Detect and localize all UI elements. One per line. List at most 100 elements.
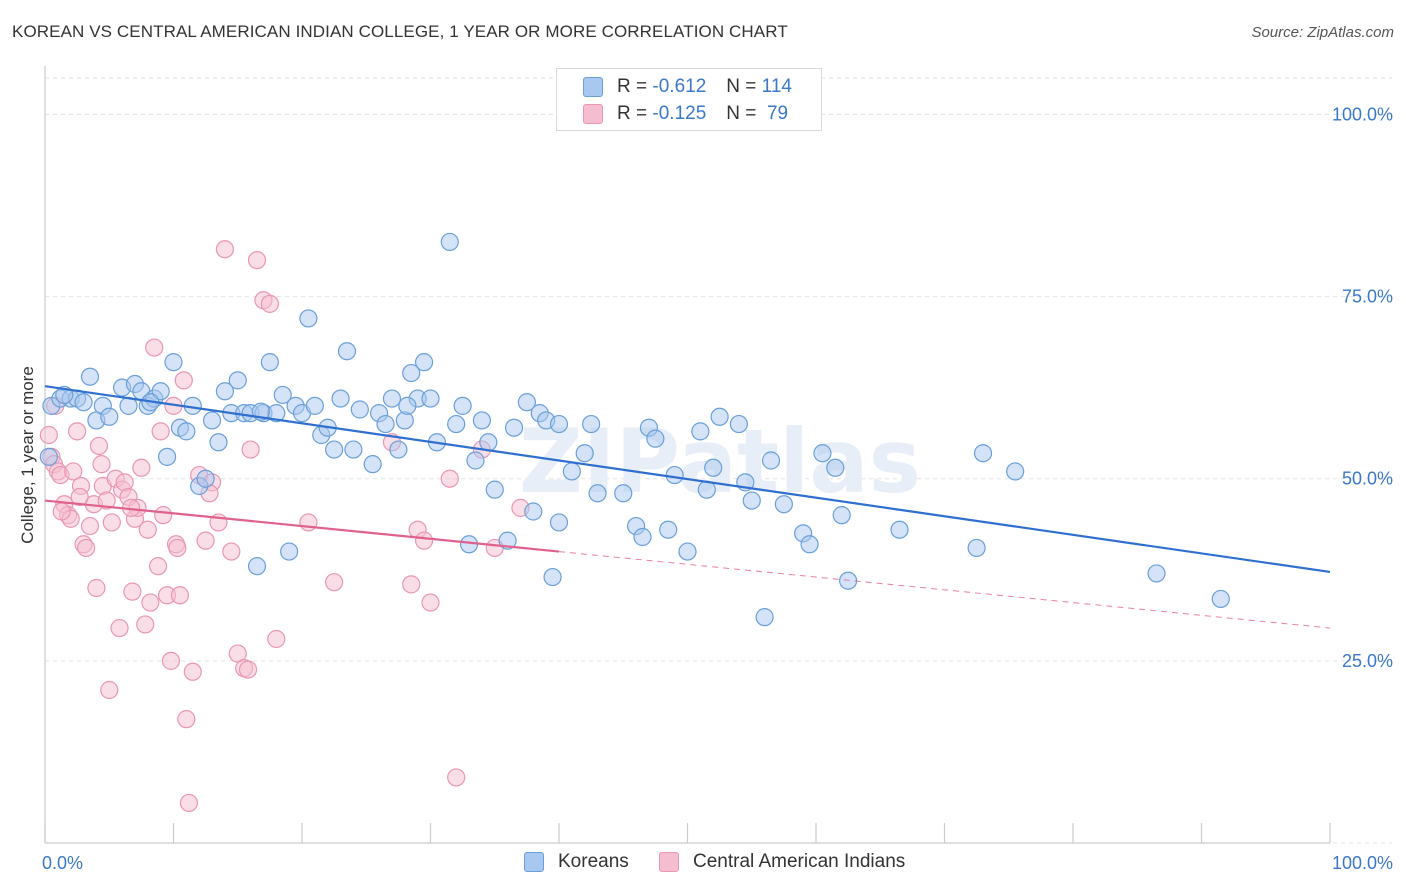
koreans-points	[39, 232, 1230, 627]
central-point	[102, 513, 121, 532]
central-point	[77, 538, 96, 558]
central-trend-extension	[558, 551, 1331, 629]
series-legend: Koreans Central American Indians	[0, 851, 1406, 877]
korean-point	[1211, 589, 1230, 609]
korean-point	[1147, 564, 1166, 583]
korean-point	[1006, 462, 1025, 481]
korean-point	[755, 608, 774, 627]
central-point	[52, 502, 71, 521]
koreans-n-value: 114	[761, 76, 792, 97]
central-trend-line	[44, 499, 560, 553]
central-point	[325, 573, 344, 592]
korean-point	[80, 367, 100, 386]
korean-point	[549, 414, 569, 434]
x-tick-label: 0.0%	[42, 853, 83, 873]
korean-point	[344, 440, 363, 459]
central-point	[68, 422, 87, 441]
central-point	[260, 294, 279, 313]
korean-point	[890, 520, 909, 539]
korean-point	[177, 422, 196, 441]
central-point	[183, 662, 202, 681]
korean-point	[305, 396, 324, 415]
korean-point	[742, 491, 761, 510]
korean-point	[582, 414, 601, 434]
central-point	[241, 440, 260, 459]
korean-point	[202, 411, 222, 430]
central-point	[447, 768, 466, 787]
korean-point	[524, 502, 543, 521]
central-point	[154, 506, 173, 525]
korean-point	[196, 469, 215, 488]
central-point	[414, 531, 434, 550]
central-point	[170, 586, 190, 605]
korean-point	[659, 520, 678, 539]
central-n-value: 79	[766, 103, 789, 124]
korean-point	[453, 396, 472, 415]
koreans-n-label: N =	[726, 76, 757, 97]
korean-point	[325, 440, 344, 459]
korean-point	[588, 484, 607, 503]
central-point	[177, 710, 196, 729]
central-point	[421, 593, 440, 612]
korean-point	[215, 382, 234, 401]
central-point	[70, 487, 89, 507]
korean-point	[472, 411, 491, 430]
y-tick-label: 100.0%	[1332, 104, 1393, 124]
correlation-legend: R = -0.612 N = 114 R = -0.125 N = 79	[556, 68, 822, 131]
central-point	[39, 425, 58, 445]
koreans-trend-line	[44, 385, 1331, 574]
legend-item-central[interactable]: Central American Indians	[659, 851, 905, 873]
korean-point	[331, 389, 350, 408]
korean-point	[39, 447, 58, 466]
korean-point	[421, 389, 440, 408]
central-point	[145, 338, 164, 357]
korean-point	[729, 414, 749, 434]
korean-point	[665, 465, 684, 485]
central-legend-swatch	[659, 852, 679, 872]
korean-point	[440, 232, 459, 252]
y-axis-label: College, 1 year or more	[18, 366, 37, 544]
central-point	[168, 538, 187, 558]
central-point	[87, 578, 106, 598]
korean-point	[562, 462, 581, 481]
korean-point	[774, 495, 793, 514]
central-point	[110, 618, 129, 638]
central-point	[132, 458, 151, 477]
central-point	[138, 520, 157, 539]
central-point	[151, 422, 170, 441]
korean-point	[761, 451, 781, 470]
korean-point	[389, 440, 408, 459]
korean-point	[376, 414, 395, 434]
legend-item-koreans[interactable]: Koreans	[524, 851, 629, 873]
central-r-value: -0.125	[652, 103, 707, 124]
central-point	[89, 436, 109, 456]
central-point	[141, 593, 160, 612]
korean-point	[164, 353, 183, 372]
korean-point	[479, 433, 498, 452]
tick-labels: 25.0% 50.0% 75.0% 100.0% 0.0% 100.0%	[42, 104, 1393, 873]
source-label: Source: ZipAtlas.com	[1251, 24, 1394, 41]
korean-point	[543, 567, 562, 587]
korean-point	[402, 363, 421, 383]
central-point	[148, 557, 168, 576]
korean-point	[100, 407, 119, 426]
korean-point	[382, 389, 402, 408]
korean-point	[363, 455, 382, 474]
korean-point	[466, 451, 485, 470]
korean-point	[646, 429, 665, 448]
y-tick-label: 50.0%	[1342, 469, 1393, 489]
central-point	[161, 651, 181, 670]
korean-point	[517, 393, 536, 412]
central-point	[123, 582, 142, 601]
central-point	[97, 491, 116, 510]
x-tick-label: 100.0%	[1332, 853, 1393, 873]
legend-row-central: R = -0.125 N = 79	[583, 101, 788, 127]
central-point	[196, 531, 215, 550]
korean-point	[280, 542, 299, 561]
central-point	[267, 629, 286, 649]
korean-point	[575, 444, 594, 463]
korean-point	[549, 513, 569, 532]
korean-point	[447, 414, 466, 434]
trend-lines	[44, 385, 1331, 629]
